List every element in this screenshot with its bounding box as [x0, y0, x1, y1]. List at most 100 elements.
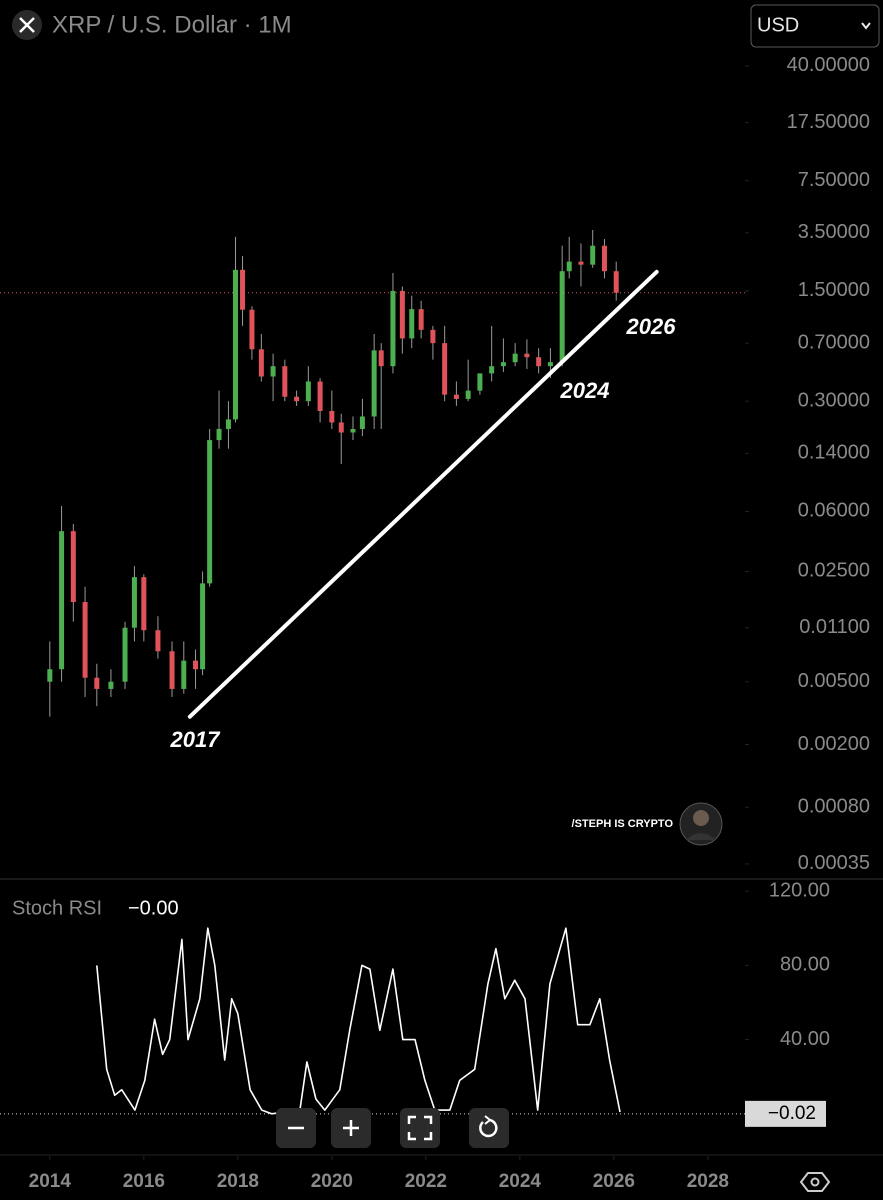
- x-tick-label: 2014: [29, 1171, 72, 1192]
- candle-body: [169, 651, 175, 689]
- settings-icon[interactable]: [810, 1177, 820, 1187]
- candle-body: [409, 309, 415, 339]
- candle-body: [418, 309, 424, 330]
- candle-body: [240, 269, 246, 310]
- symbol-title: XRP / U.S. Dollar · 1M: [52, 11, 292, 38]
- y-tick-label: 0.00080: [798, 796, 870, 818]
- candle-body: [294, 396, 300, 402]
- x-tick-label: 2024: [499, 1171, 542, 1192]
- candle-body: [338, 422, 344, 433]
- candle-body: [512, 353, 518, 363]
- candle-body: [216, 428, 222, 441]
- candle-body: [465, 390, 471, 399]
- dropdown-chevron[interactable]: [861, 22, 871, 30]
- candle-body: [489, 366, 495, 374]
- candle-body: [547, 362, 553, 367]
- candle-body: [82, 602, 88, 678]
- x-tick-label: 2018: [217, 1171, 259, 1192]
- annotation: 2024: [560, 378, 610, 403]
- candle-body: [559, 271, 565, 363]
- reset-icon[interactable]: [479, 1118, 498, 1138]
- y-tick-label: 1.50000: [798, 279, 870, 301]
- candle-body: [232, 269, 238, 420]
- candle-body: [131, 577, 137, 628]
- y-tick-label: 40.00: [780, 1028, 830, 1050]
- y-tick-label: 40.00000: [787, 54, 870, 76]
- y-tick-label: 0.00500: [798, 670, 870, 692]
- candle-body: [442, 343, 448, 395]
- candle-body: [200, 583, 206, 670]
- y-tick-label: 0.01100: [799, 616, 870, 638]
- y-tick-label: 0.00200: [798, 733, 870, 755]
- reset-arrow[interactable]: [484, 1115, 492, 1125]
- indicator-value: −0.00: [128, 897, 179, 919]
- candle-body: [47, 669, 53, 682]
- candle-body: [207, 440, 213, 584]
- fullscreen-button[interactable]: [400, 1108, 440, 1148]
- candle-body: [181, 660, 187, 689]
- candle-body: [155, 630, 161, 652]
- stoch-rsi-line: [96, 927, 621, 1115]
- candle-body: [225, 419, 231, 429]
- annotation: 2026: [626, 314, 677, 339]
- plot-layer: 40.00000 17.50000 7.50000 3.50000 1.50000 0.7…: [0, 54, 870, 1192]
- candle-body: [258, 349, 264, 377]
- candle-body: [359, 416, 365, 429]
- candle-body: [601, 245, 607, 272]
- candle-body: [317, 381, 323, 411]
- avatar-body: [686, 833, 716, 840]
- reset-button[interactable]: [469, 1108, 509, 1148]
- y-tick-label: 80.00: [780, 954, 830, 976]
- candle-body: [613, 271, 619, 293]
- y-tick-label: 7.50000: [798, 169, 870, 191]
- candle-body: [578, 261, 584, 265]
- last-value-label: −0.02: [768, 1103, 816, 1124]
- candle-body: [270, 366, 276, 377]
- x-tick-label: 2026: [593, 1171, 635, 1192]
- x-tick-label: 2028: [687, 1171, 729, 1192]
- y-tick-label: 0.30000: [798, 389, 870, 411]
- x-tick-label: 2020: [311, 1171, 353, 1192]
- y-tick-label: 3.50000: [798, 221, 870, 243]
- candle-body: [430, 329, 436, 344]
- y-tick-label: 0.06000: [798, 500, 870, 522]
- candle-body: [70, 531, 76, 603]
- settings-button[interactable]: [799, 1172, 831, 1192]
- candle-body: [59, 531, 65, 670]
- y-tick-label: 17.50000: [787, 111, 870, 133]
- candle-body: [453, 394, 459, 399]
- currency-dropdown[interactable]: [750, 4, 880, 48]
- candle-body: [590, 245, 596, 265]
- candle-body: [249, 309, 255, 350]
- y-tick-label: 0.14000: [798, 442, 870, 464]
- indicator-title: Stoch RSI: [12, 897, 102, 919]
- candle-body: [371, 350, 377, 417]
- y-tick-label: 120.00: [769, 879, 830, 901]
- currency-label[interactable]: USD: [757, 14, 799, 36]
- candle-body: [390, 290, 396, 367]
- candle-body: [566, 261, 572, 272]
- zoom-in-icon[interactable]: [343, 1120, 359, 1136]
- y-tick-label: 0.70000: [798, 331, 870, 353]
- candle-body: [399, 290, 405, 339]
- candle-body: [193, 660, 199, 670]
- candle-body: [282, 366, 288, 397]
- candle-body: [350, 428, 356, 433]
- candle-body: [108, 681, 114, 689]
- candle-body: [94, 677, 100, 689]
- watermark: /STEPH IS CRYPTO: [572, 818, 674, 830]
- y-tick-label: 0.02500: [798, 560, 870, 582]
- x-tick-label: 2016: [123, 1171, 165, 1192]
- candle-body: [524, 353, 530, 358]
- candle-body: [122, 627, 128, 682]
- candle-body: [477, 373, 483, 391]
- fullscreen-icon[interactable]: [407, 1115, 433, 1141]
- trendline: [187, 269, 659, 719]
- candle-body: [329, 410, 335, 423]
- candle-body: [378, 350, 384, 367]
- x-tick-label: 2022: [405, 1171, 447, 1192]
- y-tick-label: 0.00035: [798, 852, 870, 874]
- zoom-controls: [276, 1108, 509, 1148]
